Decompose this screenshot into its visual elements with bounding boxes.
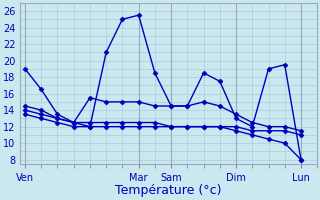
X-axis label: Température (°c): Température (°c): [116, 184, 222, 197]
